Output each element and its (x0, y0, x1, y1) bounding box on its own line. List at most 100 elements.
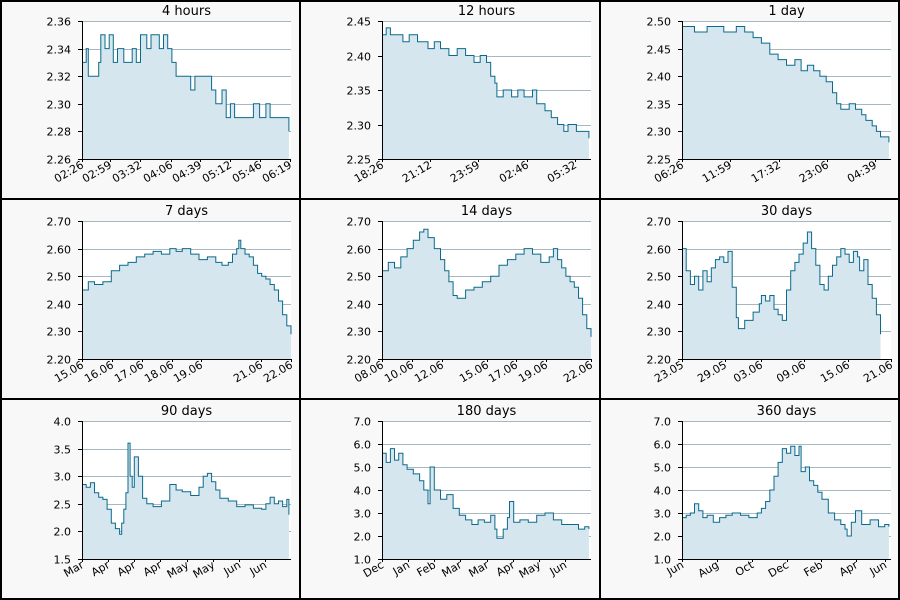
series-line (382, 448, 590, 539)
y-tick-label: 4.0 (54, 416, 72, 429)
y-tick-label: 2.50 (47, 271, 72, 284)
series-line (382, 27, 590, 139)
y-tick-label: 2.5 (54, 499, 72, 512)
y-tick-label: 3.5 (54, 444, 72, 457)
panel-divider (898, 0, 900, 600)
y-tick-label: 2.30 (347, 326, 372, 339)
x-tick-label: 05:32 (545, 158, 579, 185)
series-area (682, 232, 881, 359)
chart-title: 1 day (768, 4, 805, 19)
x-tick-label: Oct (733, 558, 757, 579)
x-tick-label: 12.06 (412, 358, 446, 385)
x-tick-label: 05:46 (230, 158, 264, 185)
chart-panel: 14 days 2.20 2.30 2.40 2.50 2.60 2.70 08.06 10.0… (300, 200, 600, 400)
y-tick-label: 2.36 (47, 16, 72, 29)
x-tick-label: 21:12 (400, 158, 434, 185)
y-tick-label: 2.60 (47, 244, 72, 257)
x-tick-label: 17:32 (749, 158, 783, 185)
y-tick-label: 2.40 (347, 299, 372, 312)
y-tick-label: 2.0 (354, 531, 372, 544)
panel-divider (0, 198, 900, 200)
y-tick-label: 2.40 (647, 299, 672, 312)
series-line (82, 34, 290, 132)
series-area (82, 34, 289, 159)
chart-title: 12 hours (458, 4, 515, 19)
chart-title: 14 days (461, 204, 513, 219)
x-tick-label: 02:46 (497, 158, 531, 185)
y-tick-label: 1.0 (354, 554, 372, 567)
x-tick-label: 29.05 (695, 358, 729, 385)
y-tick-label: 2.20 (347, 354, 372, 367)
x-tick-label: 03:32 (110, 158, 144, 185)
x-tick-label: 22.06 (261, 358, 295, 385)
x-tick-label: 19.06 (171, 358, 205, 385)
y-tick-label: 7.0 (654, 416, 672, 429)
y-tick-label: 3.0 (54, 471, 72, 484)
series-area (382, 448, 589, 559)
y-tick-label: 3.0 (654, 508, 672, 521)
chart-panel: 180 days 1.0 2.0 3.0 4.0 5.0 6.0 7.0 Dec Jan Feb Ma… (300, 400, 600, 600)
chart-title: 360 days (757, 404, 817, 419)
series-area (382, 27, 589, 160)
panel-divider (299, 0, 301, 600)
y-tick-label: 2.50 (647, 271, 672, 284)
series-line (82, 239, 292, 335)
x-tick-label: 04:06 (141, 158, 175, 185)
series-line (682, 445, 890, 537)
chart-title: 180 days (457, 404, 517, 419)
chart-panel: 7 days 2.20 2.30 2.40 2.50 2.60 2.70 15.06 16.06… (0, 200, 300, 400)
x-tick-label: 23:06 (797, 158, 831, 185)
y-tick-label: 2.40 (347, 51, 372, 64)
series-area (682, 446, 889, 559)
y-tick-label: 2.45 (347, 16, 372, 29)
x-tick-label: 23:59 (448, 158, 482, 185)
y-tick-label: 2.30 (47, 326, 72, 339)
chart-panel: 90 days 1.5 2.0 2.5 3.0 3.5 4.0 Mar Apr Apr Apr May… (0, 400, 300, 600)
x-tick-label: 21.06 (231, 358, 265, 385)
series-line (682, 231, 881, 335)
y-tick-label: 2.70 (647, 216, 672, 229)
y-tick-label: 2.60 (347, 244, 372, 257)
y-tick-label: 2.60 (647, 244, 672, 257)
x-tick-label: 02:59 (80, 158, 114, 185)
panel-divider (0, 0, 2, 600)
chart-panel: 360 days 1.0 2.0 3.0 4.0 5.0 6.0 7.0 Jun Aug Oct De… (600, 400, 900, 600)
panel-divider (0, 0, 900, 2)
y-tick-label: 2.25 (647, 154, 672, 167)
x-tick-label: 19.06 (516, 358, 550, 385)
x-tick-label: 15.06 (457, 358, 491, 385)
y-tick-label: 2.50 (647, 16, 672, 29)
y-tick-label: 2.70 (47, 216, 72, 229)
y-tick-label: 2.30 (347, 120, 372, 133)
y-tick-label: 1.0 (654, 554, 672, 567)
y-tick-label: 6.0 (354, 439, 372, 452)
y-tick-label: 2.40 (647, 71, 672, 84)
series-area (682, 26, 889, 159)
series-line (682, 26, 890, 143)
y-tick-label: 7.0 (354, 416, 372, 429)
y-tick-label: 2.0 (654, 531, 672, 544)
y-tick-label: 2.25 (347, 154, 372, 167)
series-line (82, 442, 290, 535)
chart-title: 90 days (161, 404, 213, 419)
y-tick-label: 5.0 (354, 462, 372, 475)
x-tick-label: 16.06 (82, 358, 116, 385)
x-tick-label: 22.06 (561, 358, 595, 385)
x-tick-label: 21.06 (861, 358, 895, 385)
x-tick-label: 04:39 (170, 158, 204, 185)
chart-4-hours: 4 hours2.262.282.302.322.342.3602:2602:5… (47, 4, 295, 185)
chart-panel: 30 days 2.20 2.30 2.40 2.50 2.60 2.70 23.05 29.0… (600, 200, 900, 400)
y-tick-label: 2.32 (47, 71, 72, 84)
chart-7-days: 7 days2.202.302.402.502.602.7015.0616.06… (47, 204, 296, 385)
y-tick-label: 2.28 (47, 126, 72, 139)
y-tick-label: 5.0 (654, 462, 672, 475)
series-area (82, 240, 291, 359)
y-tick-label: 2.35 (347, 85, 372, 98)
x-tick-label: 06:19 (260, 158, 294, 185)
y-tick-label: 2.30 (647, 126, 672, 139)
y-tick-label: 2.26 (47, 154, 72, 167)
